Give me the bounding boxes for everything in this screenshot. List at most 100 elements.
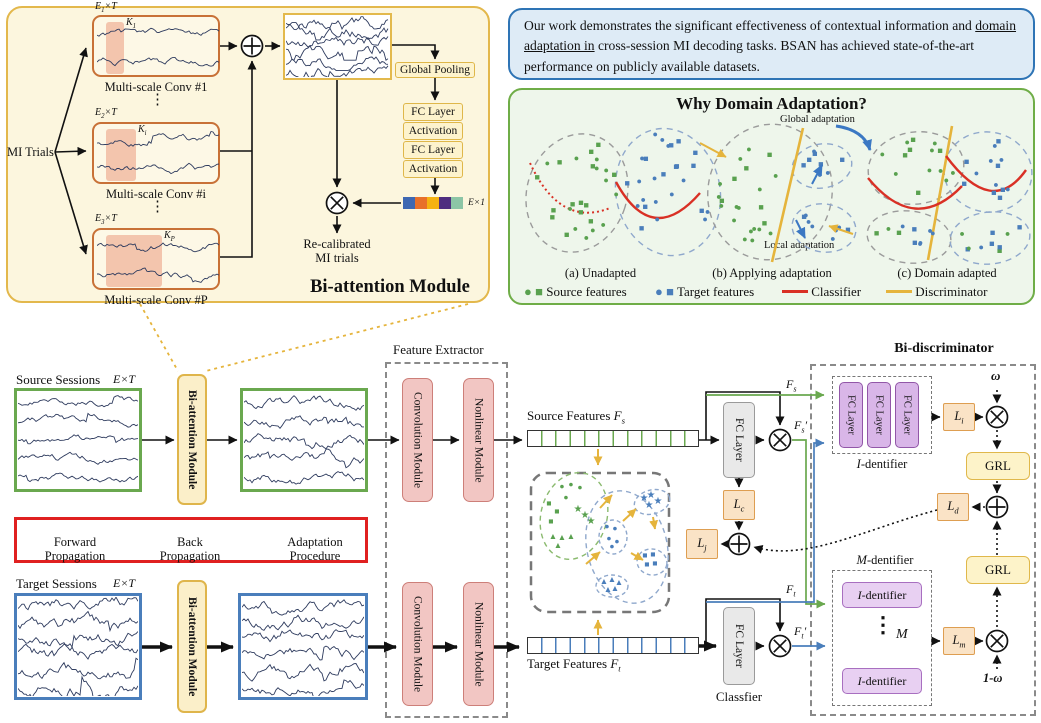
domain-panel-title: Why Domain Adaptation? (676, 94, 867, 113)
svg-text:●: ● (606, 533, 611, 543)
svg-text:■: ■ (548, 516, 553, 526)
fc-layer-source: FC Layer (723, 402, 755, 478)
fs-prime-label: Fs′ (794, 418, 808, 435)
vector-segment (439, 197, 451, 209)
legend-adaptation: Adaptation Procedure (287, 535, 343, 564)
conv-module-target: Convolution Module (402, 582, 433, 706)
multiscale-conv-1 (92, 15, 220, 77)
svg-text:■: ■ (642, 550, 647, 560)
loss-li: Li (943, 403, 975, 431)
eeg-traces (18, 597, 138, 696)
kernel-window-i (106, 129, 136, 181)
m-dent-i-dentifier-1: I-dentifier (842, 582, 922, 608)
conv2-dim-label: E2×T (95, 107, 117, 120)
sum-icon (239, 33, 265, 59)
loss-ld: Ld (937, 493, 969, 521)
global-pooling-label: Global Pooling (400, 64, 470, 76)
kernel1-label: K1 (126, 17, 137, 30)
svg-text:▲: ▲ (600, 576, 608, 586)
arrow-legend-box (14, 517, 368, 563)
sum-icon (984, 494, 1010, 520)
target-dim-label: E×T (113, 576, 136, 590)
vector-segment (415, 197, 427, 209)
svg-text:●: ● (568, 479, 573, 489)
recalibrated-label: Re-calibrated MI trials (303, 237, 371, 266)
svg-text:●: ● (577, 482, 582, 492)
loss-lc: Lc (723, 490, 755, 520)
feature-extractor-title: Feature Extractor (393, 342, 484, 357)
svg-text:▲: ▲ (608, 574, 616, 584)
legend-discriminator: Discriminator (886, 284, 987, 300)
mi-trials-label: MI Trials (7, 145, 54, 159)
source-eeg-raw (14, 388, 142, 492)
svg-text:●: ● (559, 481, 564, 491)
abstract-text: Our work demonstrates the significant ef… (524, 18, 1017, 74)
svg-text:▲: ▲ (611, 583, 619, 593)
source-sessions-label: Source Sessions (16, 372, 101, 387)
eeg-traces (286, 16, 389, 77)
global-adaptation-label: Global adaptation (780, 114, 855, 125)
target-eeg-recalibrated (238, 593, 368, 700)
vector-segment (403, 197, 415, 209)
target-features-bar (527, 637, 699, 654)
bi-attention-module-target: Bi-attention Module (177, 580, 207, 713)
source-dim-label: E×T (113, 372, 136, 386)
activation-box: Activation (403, 160, 463, 178)
svg-text:■: ■ (650, 549, 655, 559)
abstract-panel (508, 8, 1035, 80)
conv-P-caption: Multi-scale Conv #P (104, 293, 208, 307)
caption-adapted: (c) Domain adapted (897, 266, 997, 280)
m-count-label: M (896, 627, 908, 642)
m-dent-i-dentifier-2: I-dentifier (842, 668, 922, 694)
svg-text:●: ● (604, 521, 609, 531)
svg-text:■: ■ (554, 506, 559, 516)
local-adaptation-label: Local adaptation (764, 240, 835, 251)
svg-text:▲: ▲ (549, 531, 557, 541)
i-dent-fc-layer-2: FC Layer (867, 382, 891, 448)
source-glyph-icon: ● ■ (524, 284, 543, 299)
activation-box: Activation (403, 122, 463, 140)
legend-classifier: Classifier (782, 284, 861, 300)
source-features-bar (527, 430, 699, 447)
vector-segment (427, 197, 439, 209)
multiply-icon (324, 190, 350, 216)
conv1-dim-label: E1×T (95, 1, 117, 14)
eeg-traces (97, 127, 219, 183)
one-minus-omega-label: 1-ω (983, 671, 1003, 685)
sum-icon (726, 531, 752, 557)
eeg-traces (97, 233, 219, 289)
loss-lj: Lj (686, 529, 718, 559)
svg-text:■: ■ (644, 559, 649, 569)
loss-lm: Lm (943, 627, 975, 655)
svg-text:●: ● (609, 541, 614, 551)
svg-text:●: ● (614, 536, 619, 546)
svg-text:★: ★ (645, 500, 654, 511)
classifier-line-icon (782, 289, 808, 293)
i-dent-fc-layer-1: FC Layer (839, 382, 863, 448)
i-dentifier-label: I-dentifier (856, 457, 908, 471)
multiscale-conv-P (92, 228, 220, 290)
multiply-icon (767, 427, 793, 453)
bi-attention-title: Bi-attention Module (310, 277, 470, 297)
classifier-label: Classfier (715, 689, 763, 704)
target-glyph-icon: ● ■ (655, 284, 674, 299)
fc-layer-box: FC Layer (403, 103, 463, 121)
bi-discriminator-title: Bi-discriminator (894, 341, 994, 356)
caption-applying: (b) Applying adaptation (712, 266, 832, 280)
i-dent-fc-layer-3: FC Layer (895, 382, 919, 448)
nonlinear-module-source: Nonlinear Module (463, 378, 494, 502)
grl-box-2: GRL (966, 556, 1030, 584)
conv1-caption: Multi-scale Conv #1 (104, 80, 208, 94)
svg-text:●: ● (612, 523, 617, 533)
svg-text:■: ■ (652, 558, 657, 568)
svg-text:■: ■ (546, 498, 551, 508)
nonlinear-module-target: Nonlinear Module (463, 582, 494, 706)
eeg-traces (244, 392, 364, 488)
multiply-icon (984, 628, 1010, 654)
eeg-traces (97, 20, 219, 76)
eeg-traces (18, 392, 138, 488)
fs-label: Fs (786, 377, 797, 394)
legend-forward: Forward Propagation (44, 535, 106, 564)
source-eeg-recalibrated (240, 388, 368, 492)
